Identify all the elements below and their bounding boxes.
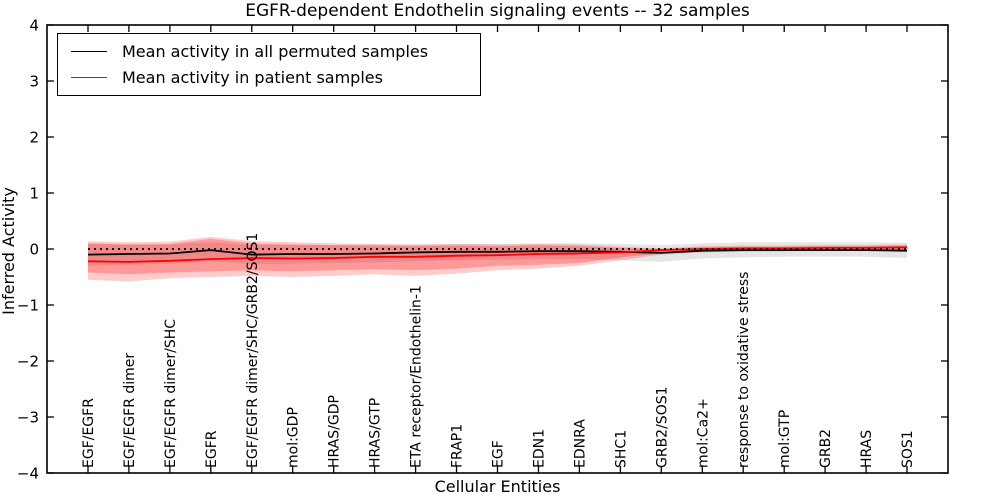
x-tick-label: response to oxidative stress xyxy=(736,272,752,468)
legend-line-sample-permuted xyxy=(71,50,107,52)
x-tick-label: SOS1 xyxy=(900,430,916,468)
legend-entry-permuted: Mean activity in all permuted samples xyxy=(71,39,480,63)
series-line-patient xyxy=(87,246,908,263)
legend-line-sample-patient xyxy=(71,77,107,79)
legend-label-permuted: Mean activity in all permuted samples xyxy=(122,41,429,61)
y-tick-label: −2 xyxy=(17,353,39,371)
y-tick-label: −4 xyxy=(17,465,39,483)
x-tick-label: EGF/EGFR dimer/SHC xyxy=(163,319,179,468)
legend-entry-patient: Mean activity in patient samples xyxy=(71,66,480,90)
x-tick-label: mol:Ca2+ xyxy=(695,398,711,468)
x-tick-label: HRAS/GDP xyxy=(327,395,343,468)
x-tick-label: GRB2 xyxy=(818,429,834,468)
x-tick-label: ETA receptor/Endothelin-1 xyxy=(409,285,425,468)
legend: Mean activity in all permuted samples Me… xyxy=(57,33,481,96)
y-tick-label: −1 xyxy=(17,297,39,315)
chart-title: EGFR-dependent Endothelin signaling even… xyxy=(245,1,750,21)
x-tick-label: EGF/EGFR xyxy=(81,398,97,468)
x-tick-label: EGFR xyxy=(204,430,220,468)
x-tick-label: GRB2/SOS1 xyxy=(654,386,670,468)
legend-label-patient: Mean activity in patient samples xyxy=(122,68,383,88)
x-tick-label: SHC1 xyxy=(613,430,629,468)
x-tick-label: mol:GDP xyxy=(286,407,302,468)
y-tick-label: 1 xyxy=(29,185,39,203)
y-tick-label: −3 xyxy=(17,409,39,427)
y-tick-label: 2 xyxy=(29,129,39,147)
y-axis-label: Inferred Activity xyxy=(0,187,18,315)
x-tick-label: HRAS/GTP xyxy=(368,398,384,468)
x-axis-label: Cellular Entities xyxy=(434,477,561,496)
y-tick-label: 0 xyxy=(29,241,39,259)
x-tick-label: HRAS xyxy=(859,430,875,468)
x-tick-label: FRAP1 xyxy=(450,424,466,468)
x-tick-label: EDN1 xyxy=(531,429,547,468)
band-patient-samples-range-outer xyxy=(88,236,907,282)
y-tick-label: 4 xyxy=(29,17,39,35)
x-tick-label: EGF xyxy=(491,440,507,468)
series-line-permuted xyxy=(87,249,908,256)
band-patient-samples-range-inner xyxy=(88,238,907,275)
x-tick-label: mol:GTP xyxy=(777,410,793,468)
x-tick-label: EGF/EGFR dimer xyxy=(122,353,138,468)
y-tick-label: 3 xyxy=(29,73,39,91)
x-tick-label: EDNRA xyxy=(572,419,588,468)
x-tick-label: EGF/EGFR dimer/SHC/GRB2/SOS1 xyxy=(245,233,261,468)
